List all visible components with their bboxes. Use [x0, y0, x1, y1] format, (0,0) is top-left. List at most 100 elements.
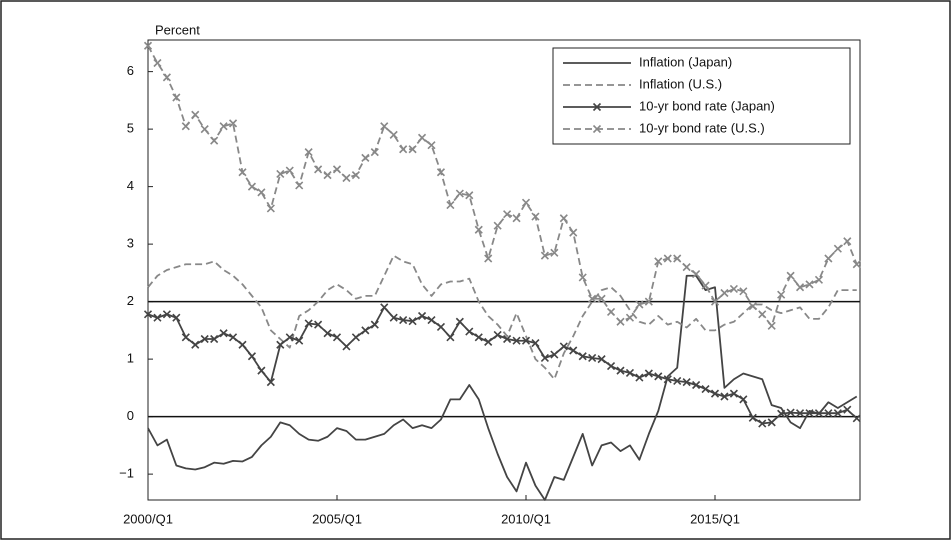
- point-marker: [588, 353, 597, 363]
- point-marker: [276, 340, 285, 349]
- point-marker: [824, 409, 833, 418]
- point-marker: [361, 153, 370, 162]
- series-line: [147, 306, 858, 425]
- point-marker: [852, 260, 861, 269]
- point-marker: [559, 214, 568, 223]
- point-marker: [729, 389, 738, 398]
- point-marker: [843, 405, 852, 414]
- legend-label: 10-yr bond rate (Japan): [639, 98, 775, 113]
- point-marker: [247, 182, 257, 191]
- point-marker: [446, 200, 455, 210]
- point-marker: [455, 317, 464, 326]
- point-marker: [162, 73, 171, 82]
- point-marker: [616, 317, 625, 326]
- point-marker: [332, 333, 342, 342]
- point-marker: [786, 408, 795, 417]
- point-marker: [295, 336, 304, 345]
- point-marker: [503, 210, 512, 219]
- point-marker: [446, 333, 455, 342]
- x-tick-label: 2010/Q1: [501, 511, 551, 526]
- point-marker: [389, 130, 398, 139]
- point-marker: [266, 204, 275, 213]
- point-marker: [559, 342, 568, 351]
- point-marker: [247, 352, 257, 361]
- series-line: [147, 45, 858, 327]
- point-marker: [540, 251, 549, 260]
- point-marker: [777, 290, 786, 299]
- point-marker: [635, 300, 644, 309]
- point-marker: [266, 378, 275, 387]
- point-marker: [342, 173, 351, 183]
- point-marker: [427, 315, 436, 325]
- point-marker: [635, 373, 644, 382]
- point-marker: [644, 297, 653, 306]
- point-marker: [351, 171, 360, 180]
- point-marker: [625, 368, 635, 377]
- x-tick-label: 2000/Q1: [123, 511, 173, 526]
- point-marker: [380, 122, 389, 131]
- point-marker: [304, 148, 313, 157]
- point-marker: [720, 288, 729, 298]
- point-marker: [153, 313, 162, 322]
- point-marker: [739, 287, 748, 296]
- point-marker: [295, 181, 304, 190]
- point-marker: [219, 329, 228, 338]
- point-marker: [285, 333, 294, 342]
- point-marker: [304, 319, 313, 328]
- point-marker: [361, 326, 370, 335]
- point-marker: [663, 375, 672, 384]
- point-marker: [399, 315, 408, 325]
- point-marker: [512, 336, 521, 345]
- point-marker: [285, 166, 294, 175]
- point-marker: [238, 340, 247, 349]
- point-marker: [370, 148, 379, 157]
- point-marker: [162, 310, 171, 319]
- point-marker: [408, 317, 417, 326]
- y-tick-label: 4: [127, 178, 134, 193]
- point-marker: [314, 320, 323, 329]
- point-marker: [474, 333, 483, 342]
- point-marker: [673, 254, 682, 263]
- point-marker: [351, 333, 360, 342]
- point-marker: [710, 389, 720, 398]
- legend-label: Inflation (Japan): [639, 54, 732, 69]
- point-marker: [191, 340, 200, 349]
- point-marker: [692, 380, 701, 390]
- point-marker: [238, 168, 247, 177]
- legend-label: Inflation (U.S.): [639, 76, 722, 91]
- point-marker: [417, 133, 427, 142]
- point-marker: [606, 307, 616, 317]
- point-marker: [644, 369, 653, 378]
- point-marker: [720, 392, 729, 401]
- point-marker: [143, 41, 153, 50]
- point-marker: [474, 225, 483, 234]
- y-tick-label: 1: [127, 351, 134, 366]
- point-marker: [569, 228, 578, 237]
- legend-marker: [592, 102, 602, 112]
- point-marker: [597, 294, 606, 303]
- point-marker: [795, 409, 805, 418]
- point-marker: [342, 342, 351, 351]
- point-marker: [597, 355, 606, 364]
- point-marker: [200, 125, 209, 134]
- point-marker: [748, 302, 757, 311]
- point-marker: [389, 313, 398, 322]
- series-line: [147, 274, 858, 501]
- legend-box: [552, 47, 851, 145]
- y-tick-label: 6: [127, 63, 134, 78]
- x-tick-label: 2005/Q1: [312, 511, 362, 526]
- point-marker: [758, 419, 767, 428]
- point-marker: [654, 372, 663, 381]
- point-marker: [748, 413, 757, 422]
- point-marker: [578, 273, 587, 282]
- point-marker: [380, 303, 389, 312]
- point-marker: [493, 330, 502, 340]
- point-marker: [200, 334, 209, 344]
- point-marker: [805, 280, 814, 289]
- point-marker: [314, 165, 323, 174]
- plot-frame: [147, 39, 861, 501]
- point-marker: [814, 409, 824, 418]
- point-marker: [512, 214, 521, 223]
- point-marker: [210, 334, 219, 344]
